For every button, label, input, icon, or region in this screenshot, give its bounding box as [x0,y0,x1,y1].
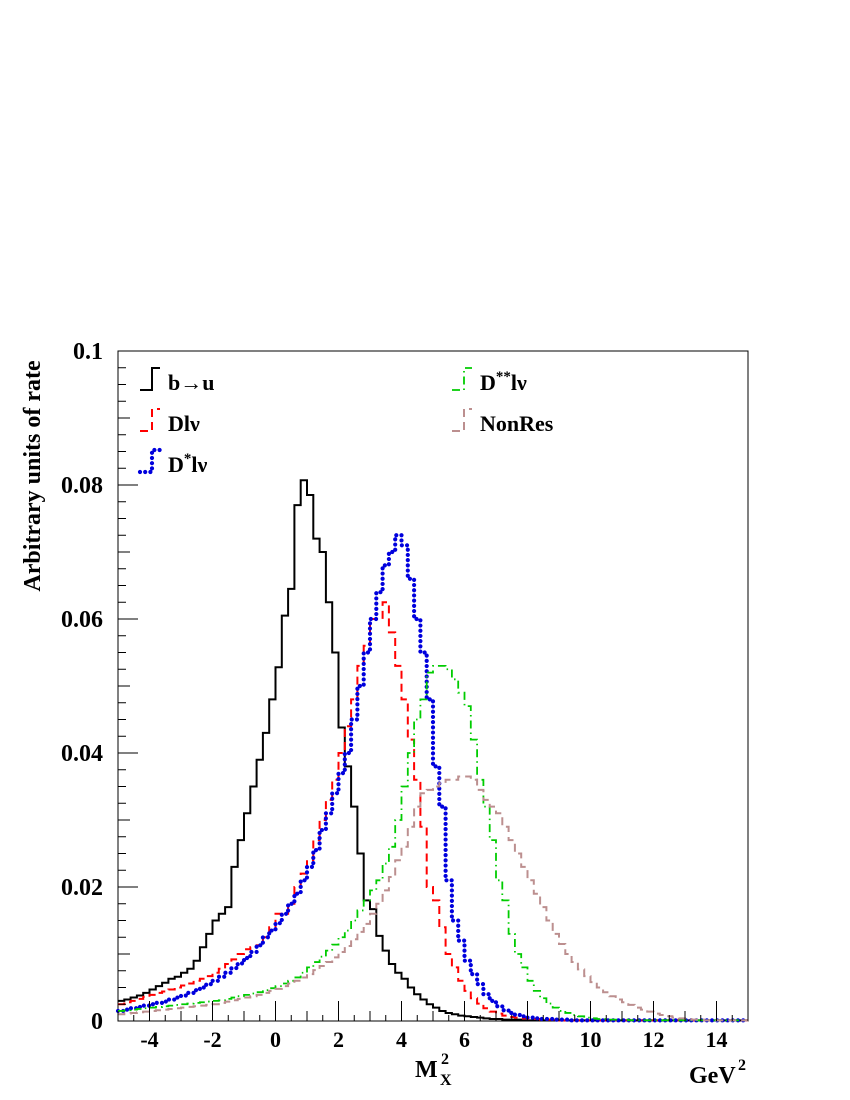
y-tick-label: 0.1 [73,339,103,365]
legend-symbol [140,408,160,432]
x-tick-label: -4 [140,1027,158,1052]
legend-entry-d-l-nu: Dlν [140,408,200,436]
legend: b→u Dlν D*lν D**lν NonRes [137,367,554,477]
legend-entry-dstarstar-l-nu: D**lν [452,367,527,395]
x-tick-label: 14 [706,1027,728,1052]
x-axis-unit-main: GeV [689,1063,736,1089]
series-b-to-u [118,479,748,1022]
series-nonres [118,775,748,1022]
x-axis-unit: GeV 2 [689,1057,746,1089]
x-axis-label-sup: 2 [441,1051,449,1068]
x-tick-label: 4 [396,1027,407,1052]
series-layer [115,479,751,1023]
legend-symbol [140,367,160,391]
x-tick-label: 8 [522,1027,533,1052]
x-tick-label: 10 [580,1027,602,1052]
legend-entry-b-to-u: b→u [140,367,214,395]
series-dstar-l-nu [115,533,751,1023]
legend-label: D**lν [480,369,527,395]
x-axis-label-sub: X [440,1072,452,1089]
y-axis-ticks: 0 0.02 0.04 0.06 0.08 0.1 [61,339,138,1035]
legend-label: NonRes [480,411,554,436]
legend-label: D*lν [168,451,208,477]
legend-entry-dstar-l-nu: D*lν [137,447,208,477]
legend-symbol [137,447,163,475]
series-dstarstar-l-nu [118,665,748,1022]
y-tick-label: 0.02 [61,875,103,901]
y-tick-label: 0.08 [61,473,103,499]
x-tick-label: 6 [459,1027,470,1052]
x-tick-label: -2 [203,1027,221,1052]
y-tick-label: 0.06 [61,607,103,633]
legend-label: Dlν [168,411,200,436]
series-d-l-nu [118,601,748,1022]
legend-symbol [452,408,472,432]
x-axis-label: M 2 X [415,1051,452,1089]
legend-label: b→u [168,370,214,395]
y-tick-label: 0 [91,1009,103,1035]
legend-entry-nonres: NonRes [452,408,554,436]
x-tick-label: 12 [643,1027,665,1052]
x-tick-label: 2 [333,1027,344,1052]
x-axis-label-main: M [415,1057,438,1083]
x-axis-ticks: -4 -2 0 2 4 6 8 10 12 14 [117,1001,749,1052]
y-tick-label: 0.04 [61,741,103,767]
legend-symbol [452,367,472,391]
x-tick-label: 0 [270,1027,281,1052]
y-axis-label: Arbitrary units of rate [20,360,46,592]
x-axis-unit-sup: 2 [738,1057,746,1074]
